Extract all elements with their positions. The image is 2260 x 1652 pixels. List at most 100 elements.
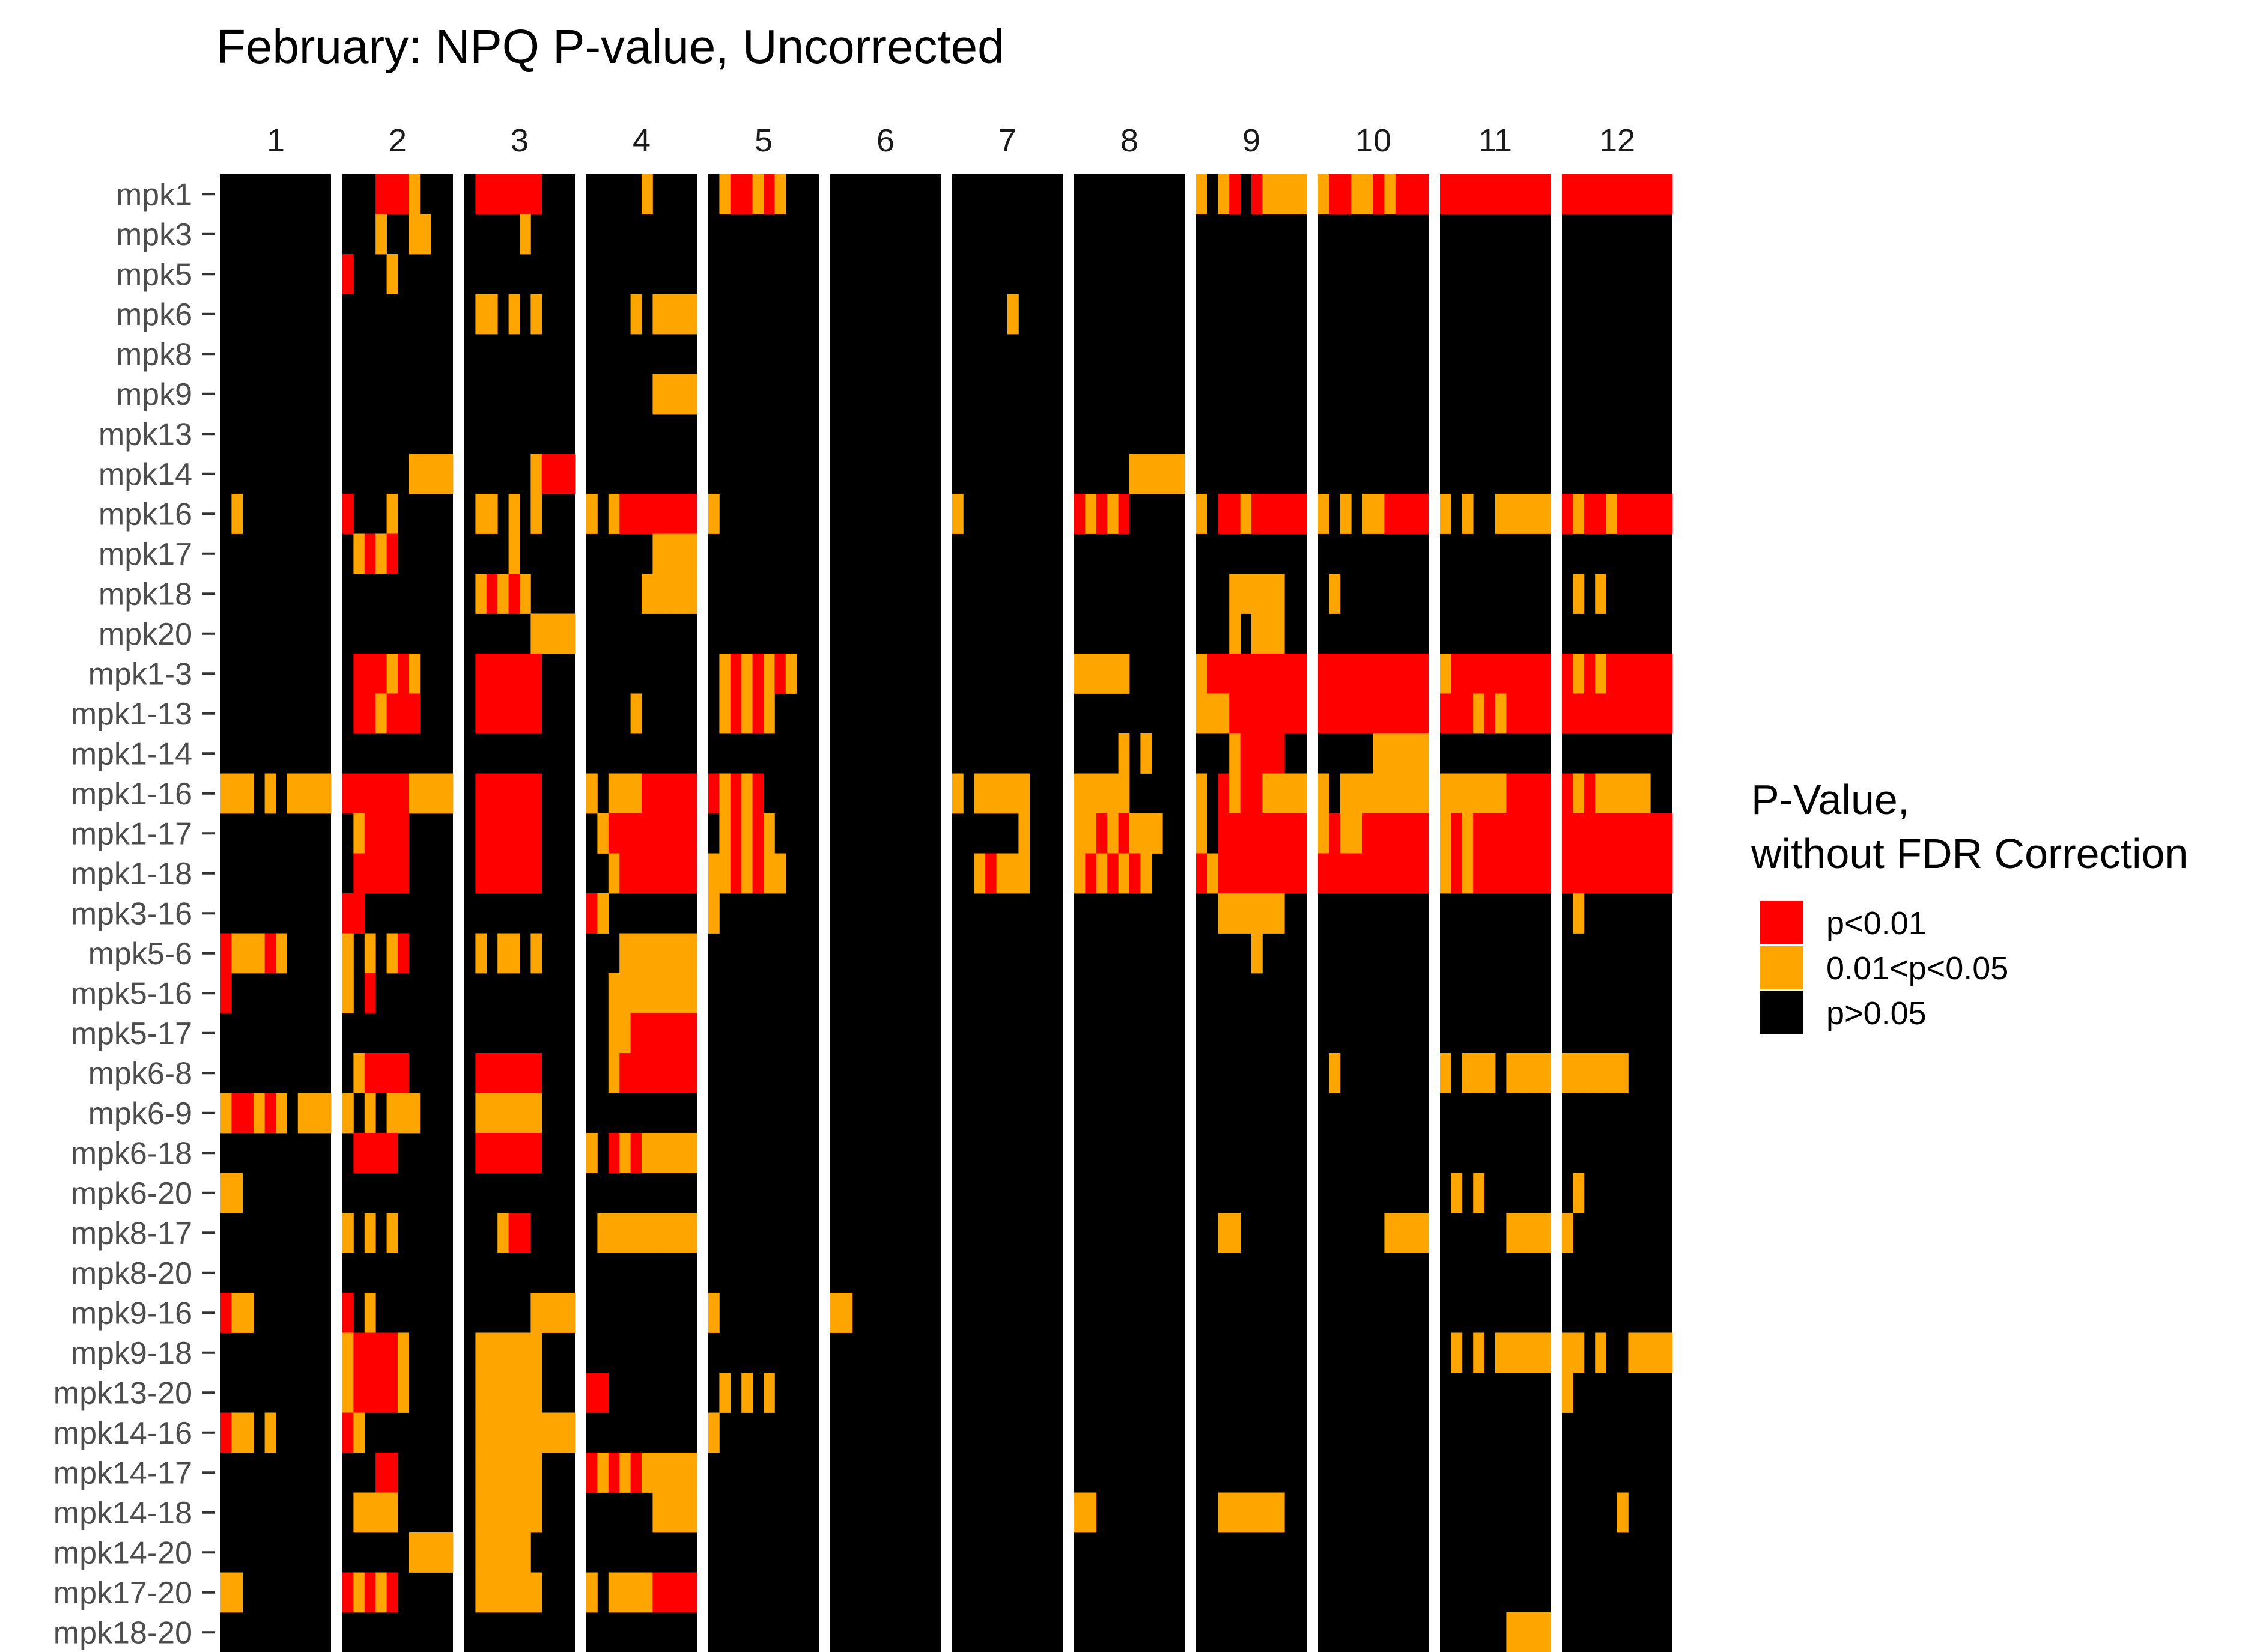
heatmap-cell [1107,773,1119,814]
heatmap-cell [353,893,365,934]
heatmap-cell [752,853,764,894]
heatmap-cell [1506,494,1518,534]
heatmap-cell [508,693,520,734]
heatmap-cell [1362,693,1374,734]
heatmap-cell [652,494,664,534]
heatmap-cell [520,1053,531,1093]
heatmap-cell [1251,733,1263,774]
heatmap-cell [1440,853,1451,894]
heatmap-cell [1639,813,1651,854]
heatmap-cell [342,1412,354,1453]
heatmap-cell [530,933,542,974]
heatmap-cell [630,1013,642,1054]
heatmap-cell [586,1373,598,1413]
heatmap-cell [342,1293,354,1333]
heatmap-cell [508,1373,520,1413]
legend-label: p<0.01 [1826,905,1927,941]
heatmap-cell [752,693,764,734]
heatmap-cell [530,1332,542,1373]
row-label: mpk14-20 [53,1535,192,1570]
heatmap-cell [475,1492,487,1533]
heatmap-cell [475,174,487,214]
heatmap-cell [530,613,542,654]
heatmap-cell [497,574,509,614]
heatmap-cell [675,533,686,574]
heatmap-cell [1273,1492,1285,1533]
heatmap-cell [719,693,731,734]
heatmap-cell [1395,773,1407,814]
heatmap-cell [1351,693,1362,734]
heatmap-cell [1562,1213,1573,1253]
heatmap-cell [409,1532,421,1573]
heatmap-cell [619,973,631,1013]
heatmap-cell [530,853,542,894]
facet-label-2: 2 [389,123,407,159]
heatmap-cell [708,773,720,814]
heatmap-cell [1406,853,1418,894]
heatmap-cell [586,1133,598,1173]
heatmap-cell [1229,174,1241,214]
heatmap-cell [1484,654,1496,694]
heatmap-cell [1528,1332,1540,1373]
heatmap-cell [1351,773,1362,814]
heatmap-cell [1628,853,1640,894]
heatmap-cell [486,693,498,734]
heatmap-cell [342,1373,354,1413]
heatmap-cell [530,294,542,335]
heatmap-cell [342,773,354,814]
row-label: mpk13-20 [53,1376,192,1411]
facet-panel-7 [952,174,1063,1652]
heatmap-cell [1273,174,1285,214]
facet-panel-11 [1440,174,1551,1652]
heatmap-cell [663,294,675,335]
heatmap-cell [663,813,675,854]
heatmap-cell [1373,853,1385,894]
heatmap-cell [675,1492,686,1533]
heatmap-cell [1539,494,1551,534]
heatmap-cell [630,693,642,734]
heatmap-cell [442,454,454,494]
heatmap-cell [1373,773,1385,814]
heatmap-cell [541,454,553,494]
heatmap-cell [264,1093,276,1134]
heatmap-cell [764,174,775,214]
heatmap-cell [375,773,387,814]
heatmap-cell [1162,454,1174,494]
heatmap-cell [520,574,531,614]
heatmap-cell [1451,1332,1463,1373]
facet-panel-8 [1074,174,1185,1652]
heatmap-cell [231,773,243,814]
heatmap-cell [952,494,964,534]
heatmap-cell [652,1133,664,1173]
heatmap-cell [1384,174,1396,214]
heatmap-cell [353,813,365,854]
heatmap-cell [231,1173,243,1213]
heatmap-cell [1218,853,1230,894]
heatmap-cell [386,773,398,814]
heatmap-cell [486,1412,498,1453]
heatmap-cell [264,933,276,974]
heatmap-cell [1240,1492,1252,1533]
heatmap-cell [375,533,387,574]
heatmap-cell [597,1373,609,1413]
heatmap-cell [1251,853,1263,894]
heatmap-cell [1196,654,1207,694]
heatmap-cell [1506,1213,1518,1253]
row-label: mpk1-17 [71,816,192,851]
heatmap-cell [1595,494,1606,534]
heatmap-cell [475,853,487,894]
heatmap-cell [342,1093,354,1134]
heatmap-cell [276,1093,287,1134]
heatmap-cell [520,693,531,734]
heatmap-cell [685,294,697,335]
heatmap-cell [1207,654,1219,694]
heatmap-cell [419,1532,431,1573]
heatmap-cell [508,853,520,894]
heatmap-cell [1406,654,1418,694]
heatmap-cell [1539,853,1551,894]
heatmap-cell [1606,693,1618,734]
heatmap-cell [597,1213,609,1253]
heatmap-cell [231,1093,243,1134]
heatmap-cell [1384,853,1396,894]
heatmap-cell [486,813,498,854]
